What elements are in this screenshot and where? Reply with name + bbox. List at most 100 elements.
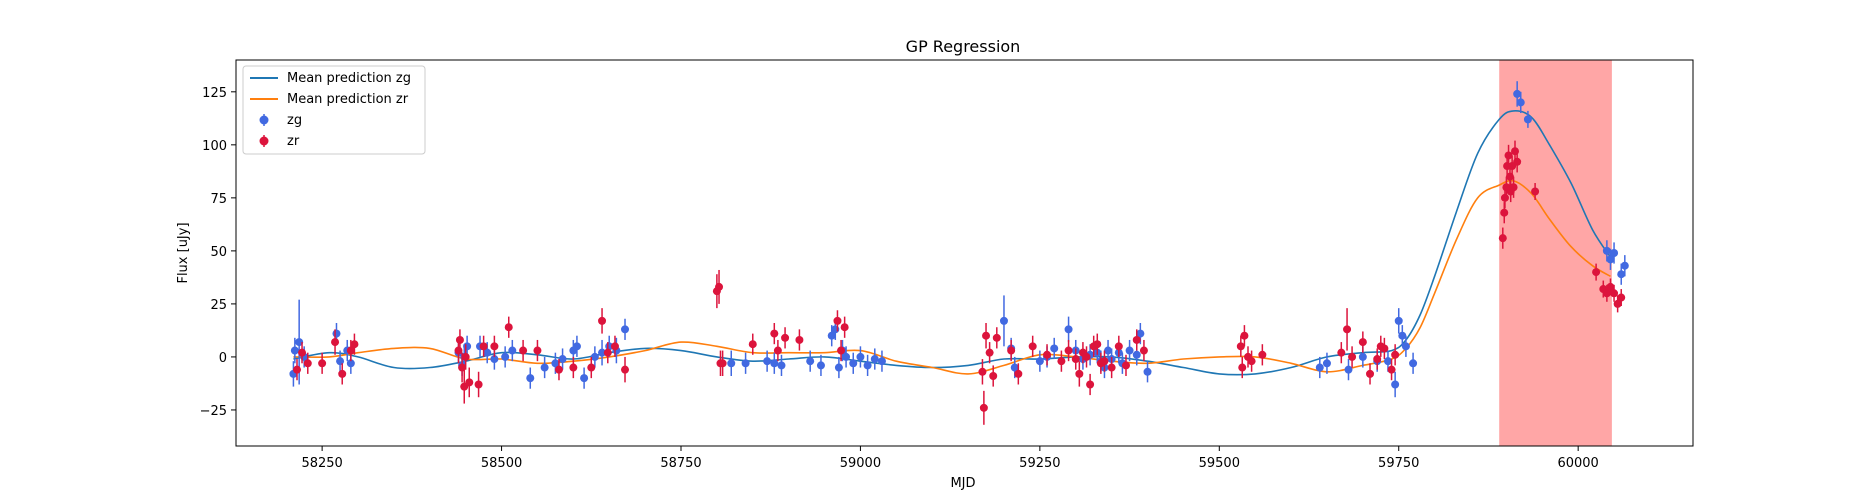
- zr-point: [1028, 342, 1037, 351]
- zg-point: [863, 361, 872, 370]
- zg-point: [621, 325, 630, 334]
- zr-point: [1531, 187, 1540, 196]
- zg-point: [849, 359, 858, 368]
- legend-swatch-zr-marker: [259, 136, 269, 146]
- zg-point: [1516, 98, 1525, 107]
- chart-title: GP Regression: [906, 37, 1021, 56]
- zr-point: [1071, 355, 1080, 364]
- zg-point: [727, 359, 736, 368]
- series-line-1: [293, 179, 1611, 375]
- y-tick-label: 75: [210, 192, 227, 207]
- x-tick-label: 59250: [1019, 456, 1060, 471]
- zr-point: [1500, 208, 1509, 217]
- zg-point: [1394, 316, 1403, 325]
- legend-label-mean-zr: Mean prediction zr: [287, 92, 409, 107]
- zg-point: [483, 348, 492, 357]
- zr-point: [504, 323, 513, 332]
- zg-point: [598, 348, 607, 357]
- zr-point: [603, 348, 612, 357]
- zg-point: [1035, 357, 1044, 366]
- zg-point: [490, 355, 499, 364]
- zr-point: [303, 359, 312, 368]
- zg-point: [501, 352, 510, 361]
- zg-point: [1104, 346, 1113, 355]
- zr-point: [293, 365, 302, 374]
- zr-point: [1380, 344, 1389, 353]
- zr-point: [338, 369, 347, 378]
- zr-point: [1602, 289, 1611, 298]
- zr-point: [346, 346, 355, 355]
- x-tick-label: 58250: [301, 456, 342, 471]
- zr-point: [833, 316, 842, 325]
- zr-point: [533, 346, 542, 355]
- x-tick-label: 59750: [1378, 456, 1419, 471]
- zg-point: [1050, 344, 1059, 353]
- zr-point: [1504, 151, 1513, 160]
- y-tick-label: 125: [202, 86, 227, 101]
- y-tick-label: −25: [200, 404, 227, 419]
- zr-point: [781, 333, 790, 342]
- zg-point: [877, 357, 886, 366]
- zr-point: [1236, 342, 1245, 351]
- zr-point: [840, 323, 849, 332]
- plot-area: [289, 60, 1629, 446]
- zg-point: [540, 363, 549, 372]
- y-tick-label: 100: [202, 139, 227, 154]
- zg-point: [1358, 352, 1367, 361]
- zr-point: [350, 340, 359, 349]
- zr-point: [490, 342, 499, 351]
- zg-point: [1513, 89, 1522, 98]
- zg-point: [827, 331, 836, 340]
- zr-point: [1082, 352, 1091, 361]
- zr-point: [569, 363, 578, 372]
- zr-point: [1387, 365, 1396, 374]
- zr-point: [461, 352, 470, 361]
- zr-point: [1258, 350, 1267, 359]
- x-tick-label: 59500: [1199, 456, 1240, 471]
- zr-point: [519, 346, 528, 355]
- zr-point: [1057, 357, 1066, 366]
- zr-point: [1114, 342, 1123, 351]
- zr-point: [979, 403, 988, 412]
- zr-point: [1613, 299, 1622, 308]
- zr-point: [298, 348, 307, 357]
- zg-point: [777, 361, 786, 370]
- zg-point: [1322, 359, 1331, 368]
- zr-point: [1606, 282, 1615, 291]
- zg-point: [1125, 346, 1134, 355]
- zg-point: [870, 355, 879, 364]
- zr-point: [1358, 338, 1367, 347]
- y-tick-label: 25: [210, 298, 227, 313]
- zg-point: [1064, 325, 1073, 334]
- zr-point: [479, 342, 488, 351]
- x-tick-label: 60000: [1557, 456, 1598, 471]
- zr-point: [1139, 346, 1148, 355]
- zg-point: [1606, 255, 1615, 264]
- zr-point: [837, 346, 846, 355]
- zg-point: [590, 352, 599, 361]
- zr-point: [1086, 380, 1095, 389]
- zr-point: [748, 340, 757, 349]
- zr-point: [610, 342, 619, 351]
- zr-point: [1132, 335, 1141, 344]
- zr-point: [318, 359, 327, 368]
- zr-point: [1509, 183, 1518, 192]
- zg-point: [999, 316, 1008, 325]
- zg-point: [741, 359, 750, 368]
- zg-point: [526, 374, 535, 383]
- zr-point: [454, 346, 463, 355]
- zr-point: [1337, 348, 1346, 357]
- x-axis-label: MJD: [950, 476, 975, 491]
- zr-point: [1373, 355, 1382, 364]
- y-tick-label: 50: [210, 245, 227, 260]
- zg-point: [834, 363, 843, 372]
- zr-point: [621, 365, 630, 374]
- zg-point: [842, 352, 851, 361]
- zg-point: [580, 374, 589, 383]
- zr-point: [1617, 293, 1626, 302]
- zr-point: [1107, 363, 1116, 372]
- zg-point: [816, 361, 825, 370]
- zg-point: [346, 359, 355, 368]
- zg-point: [1143, 367, 1152, 376]
